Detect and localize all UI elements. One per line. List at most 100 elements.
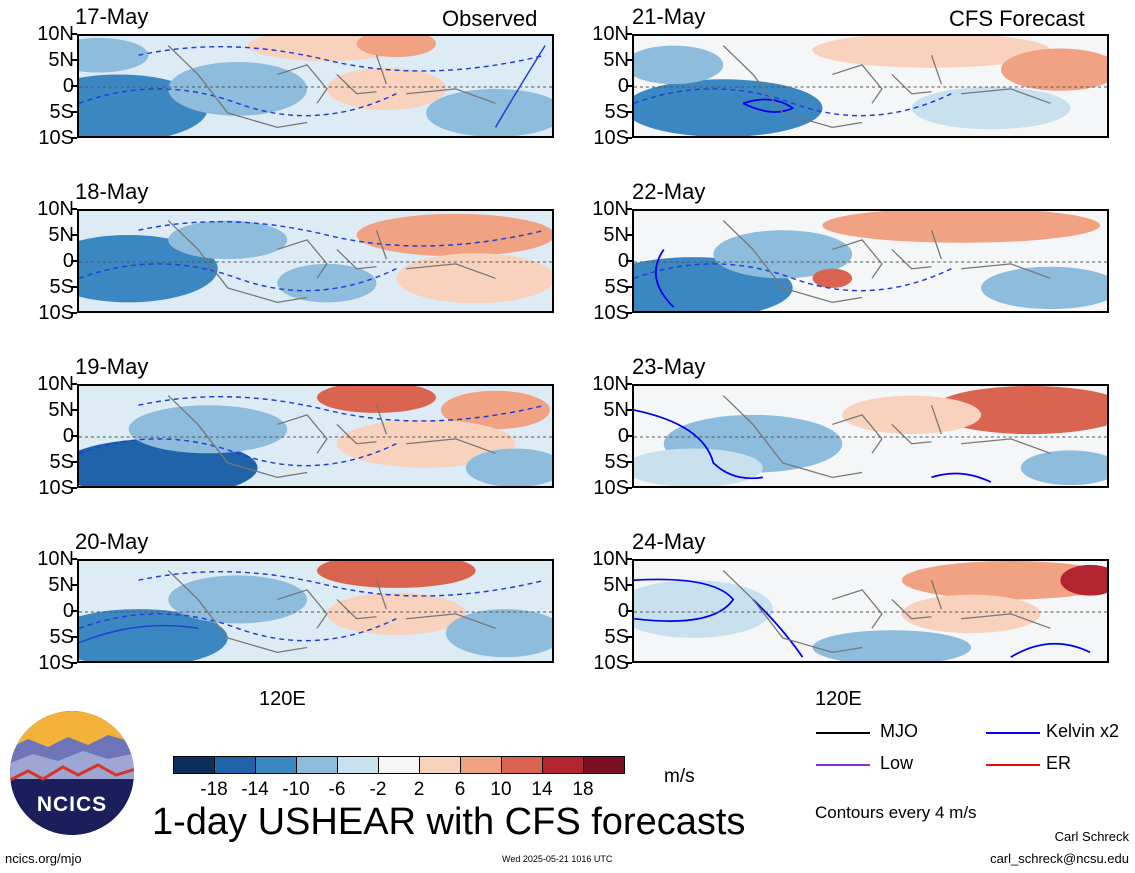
footer-author: Carl Schreck xyxy=(1054,829,1129,844)
lat-tick xyxy=(626,558,632,560)
lat-label: 5S xyxy=(604,276,629,298)
lat-label: 5S xyxy=(604,451,629,473)
panel-date: 18-May xyxy=(75,179,149,204)
legend-label-mjo: MJO xyxy=(880,721,918,741)
lat-label: 10S xyxy=(38,302,74,324)
colorbar-box xyxy=(255,756,297,774)
lat-tick xyxy=(626,111,632,113)
lat-tick xyxy=(71,85,77,87)
lat-tick xyxy=(71,461,77,463)
map-panel-forecast-4 xyxy=(632,559,1109,663)
shear-map xyxy=(79,211,552,311)
lat-tick xyxy=(626,260,632,262)
colorbar-unit: m/s xyxy=(664,766,695,787)
lat-tick xyxy=(71,260,77,262)
ncics-logo: NCICS xyxy=(8,709,136,837)
lat-tick xyxy=(71,286,77,288)
shear-map xyxy=(634,386,1107,486)
lat-label: 0 xyxy=(617,600,629,622)
lat-label: 5N xyxy=(603,224,629,246)
lat-label: 5S xyxy=(49,626,74,648)
colorbar-box xyxy=(460,756,502,774)
lat-label: 5N xyxy=(603,399,629,421)
lat-label: 5S xyxy=(49,101,74,123)
lat-label: 5N xyxy=(48,574,74,596)
lat-label: 5S xyxy=(49,451,74,473)
legend-line-kelvin xyxy=(986,732,1040,734)
colorbar-label: -14 xyxy=(241,779,269,800)
lat-tick xyxy=(71,383,77,385)
shear-map xyxy=(79,561,552,661)
lat-label: 0 xyxy=(617,250,629,272)
lat-tick xyxy=(626,234,632,236)
lat-label: 10S xyxy=(38,127,74,149)
colorbar-box xyxy=(501,756,543,774)
lat-label: 0 xyxy=(62,425,74,447)
map-panel-forecast-3 xyxy=(632,384,1109,488)
lat-tick xyxy=(71,409,77,411)
colorbar-label: -2 xyxy=(369,779,387,800)
map-panel-observed-3 xyxy=(77,384,554,488)
lat-tick xyxy=(71,111,77,113)
footer-timestamp: Wed 2025-05-21 1016 UTC xyxy=(502,854,613,864)
lat-tick xyxy=(71,558,77,560)
colorbar-label: -6 xyxy=(328,779,346,800)
panel-date: 20-May xyxy=(75,529,149,554)
lat-label: 5N xyxy=(603,574,629,596)
lat-tick xyxy=(626,584,632,586)
lat-label: 10N xyxy=(592,198,629,220)
shear-map xyxy=(79,36,552,136)
lat-label: 0 xyxy=(617,425,629,447)
colorbar-box xyxy=(173,756,215,774)
lat-label: 5S xyxy=(604,626,629,648)
lat-tick xyxy=(71,312,77,314)
lat-tick xyxy=(626,487,632,489)
legend-line-low xyxy=(816,764,870,766)
colorbar-box xyxy=(337,756,379,774)
footer-url[interactable]: ncics.org/mjo xyxy=(5,851,82,866)
lat-tick xyxy=(71,137,77,139)
shear-map xyxy=(79,386,552,486)
lat-label: 0 xyxy=(617,75,629,97)
lat-tick xyxy=(626,59,632,61)
colorbar-label: 2 xyxy=(413,779,425,800)
lat-tick xyxy=(626,435,632,437)
lat-label: 10N xyxy=(592,23,629,45)
lat-label: 5N xyxy=(48,399,74,421)
lat-tick xyxy=(626,85,632,87)
footer-email[interactable]: carl_schreck@ncsu.edu xyxy=(990,851,1129,866)
main-title: 1-day USHEAR with CFS forecasts xyxy=(152,801,746,843)
lat-label: 5S xyxy=(49,276,74,298)
lat-tick xyxy=(71,234,77,236)
lat-label: 0 xyxy=(62,75,74,97)
legend-label-low: Low xyxy=(880,753,914,773)
lat-tick xyxy=(626,383,632,385)
lat-label: 0 xyxy=(62,250,74,272)
lon-label-120e: 120E xyxy=(815,688,862,710)
colorbar-box xyxy=(419,756,461,774)
legend-line-er xyxy=(986,764,1040,766)
lat-tick xyxy=(626,286,632,288)
lat-label: 10S xyxy=(593,127,629,149)
legend-label-kelvin: Kelvin x2 xyxy=(1046,721,1120,741)
colorbar-box xyxy=(542,756,584,774)
lat-tick xyxy=(626,312,632,314)
map-panel-forecast-2 xyxy=(632,209,1109,313)
panel-date: 22-May xyxy=(632,179,706,204)
map-panel-forecast-1 xyxy=(632,34,1109,138)
panel-date: 19-May xyxy=(75,354,149,379)
colorbar-label: -18 xyxy=(200,779,228,800)
map-panel-observed-4 xyxy=(77,559,554,663)
lat-tick xyxy=(71,33,77,35)
lat-label: 5N xyxy=(603,49,629,71)
lat-label: 10N xyxy=(592,373,629,395)
lat-label: 0 xyxy=(62,600,74,622)
colorbar-label: -10 xyxy=(282,779,310,800)
logo-text: NCICS xyxy=(36,793,108,816)
colorbar-box xyxy=(583,756,625,774)
lat-tick xyxy=(626,461,632,463)
legend-label-er: ER xyxy=(1046,753,1072,773)
colorbar-label: 10 xyxy=(490,779,512,800)
lat-tick xyxy=(626,208,632,210)
lat-label: 5N xyxy=(48,224,74,246)
